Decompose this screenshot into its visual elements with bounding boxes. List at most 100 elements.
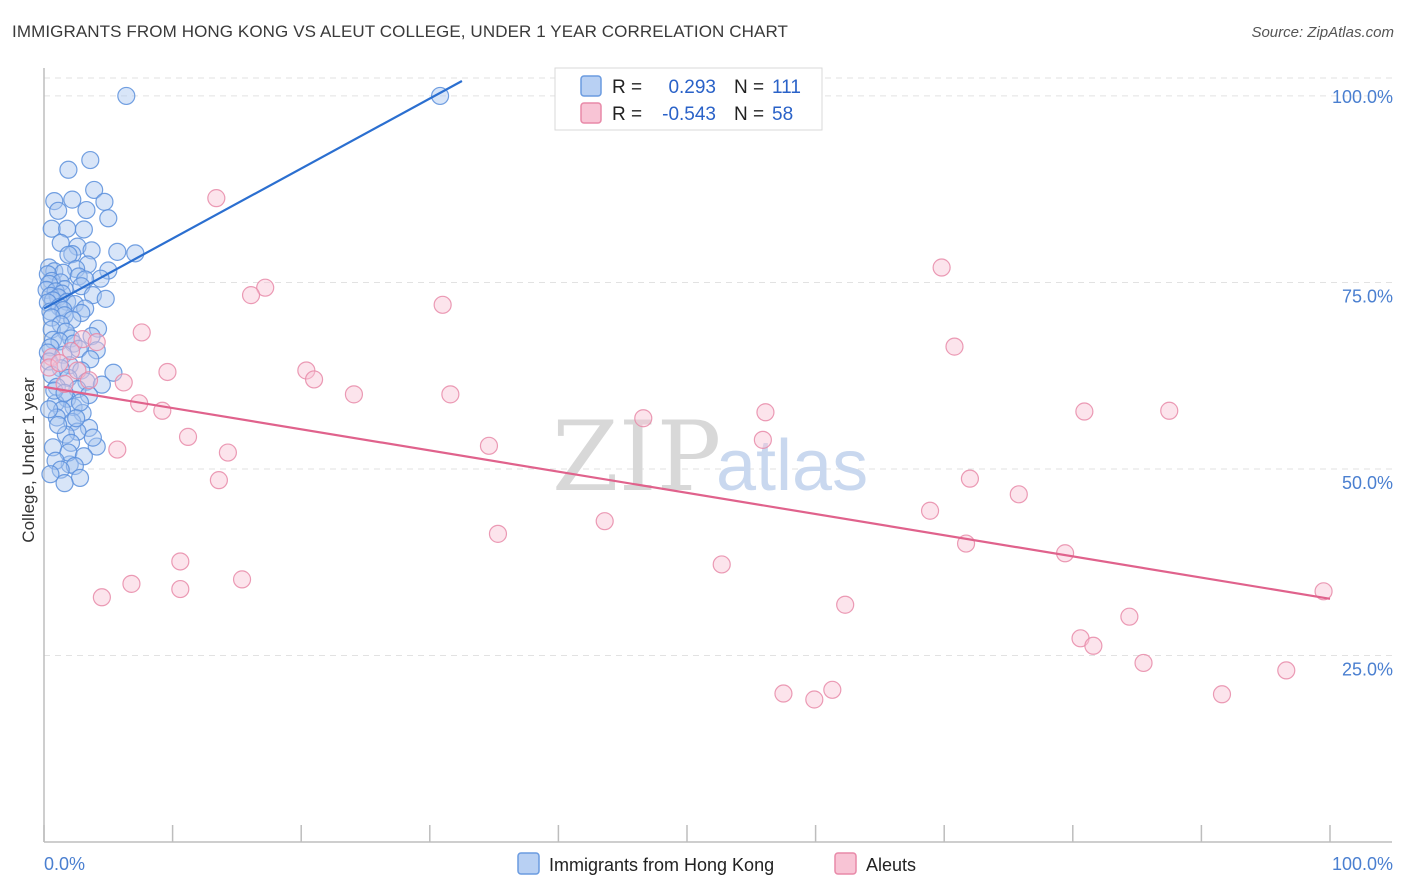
- point-aleuts: [232, 570, 252, 589]
- point-aleuts: [836, 595, 855, 614]
- point-aleuts: [92, 588, 111, 607]
- point-aleuts: [171, 552, 190, 571]
- point-aleuts: [122, 574, 141, 593]
- point-hong-kong: [70, 393, 90, 412]
- y-tick-label: 100.0%: [1332, 87, 1393, 107]
- point-hong-kong: [50, 332, 69, 351]
- point-hong-kong: [70, 468, 90, 488]
- point-hong-kong: [46, 451, 65, 470]
- bottom-legend-label-aleuts: Aleuts: [866, 855, 916, 875]
- point-aleuts: [79, 371, 99, 390]
- point-hong-kong: [67, 409, 86, 428]
- legend-n-value: 58: [772, 104, 793, 125]
- point-hong-kong: [59, 245, 78, 264]
- point-aleuts: [805, 690, 824, 709]
- legend-r-label: R =: [612, 104, 642, 125]
- point-hong-kong: [99, 209, 118, 228]
- point-aleuts: [1084, 636, 1103, 655]
- legend-r-value: 0.293: [668, 77, 716, 98]
- point-aleuts: [218, 443, 237, 462]
- point-hong-kong: [45, 192, 64, 211]
- point-aleuts: [932, 258, 951, 277]
- point-aleuts: [1075, 402, 1094, 421]
- bottom-legend: Immigrants from Hong Kong Aleuts: [517, 852, 916, 875]
- point-aleuts: [479, 436, 499, 455]
- tick-labels: 0.0% 100.0% 25.0% 50.0% 75.0% 100.0%: [44, 87, 1393, 874]
- point-hong-kong: [117, 86, 136, 106]
- point-aleuts: [344, 385, 364, 404]
- point-aleuts: [108, 440, 127, 459]
- trend-lines: [43, 80, 1331, 600]
- point-aleuts: [488, 524, 508, 543]
- point-hong-kong: [74, 220, 93, 239]
- point-hong-kong: [79, 418, 99, 438]
- point-hong-kong: [88, 319, 108, 338]
- bottom-legend-label-hong-kong: Immigrants from Hong Kong: [549, 855, 774, 875]
- point-hong-kong: [82, 241, 101, 260]
- point-aleuts: [87, 333, 106, 352]
- point-aleuts: [1160, 401, 1179, 420]
- bottom-legend-swatch-aleuts: [834, 852, 857, 875]
- point-aleuts: [712, 555, 731, 574]
- y-tick-label: 25.0%: [1342, 659, 1393, 679]
- point-aleuts: [207, 189, 226, 208]
- point-hong-kong: [83, 428, 102, 447]
- x-tick-label: 100.0%: [1332, 854, 1393, 874]
- legend-n-label: N =: [734, 77, 764, 98]
- point-aleuts: [171, 579, 190, 599]
- point-hong-kong: [96, 289, 115, 308]
- point-aleuts: [1314, 582, 1333, 601]
- scatter-points: [37, 86, 1333, 709]
- chart-title: IMMIGRANTS FROM HONG KONG VS ALEUT COLLE…: [12, 22, 788, 41]
- axes: [43, 68, 1392, 843]
- point-hong-kong: [95, 192, 114, 211]
- point-hong-kong: [65, 294, 84, 314]
- chart-source: Source: ZipAtlas.com: [1251, 24, 1394, 41]
- point-hong-kong: [77, 200, 96, 220]
- point-aleuts: [61, 341, 81, 361]
- point-hong-kong: [42, 219, 61, 238]
- point-aleuts: [1120, 607, 1139, 626]
- legend-row-aleuts: R = -0.543 N = 58: [580, 102, 793, 125]
- point-hong-kong: [68, 422, 87, 441]
- legend-n-value: 111: [772, 77, 801, 98]
- point-aleuts: [945, 337, 964, 356]
- y-tick-label: 50.0%: [1342, 473, 1393, 493]
- point-aleuts: [774, 684, 793, 703]
- point-aleuts: [823, 680, 842, 699]
- point-hong-kong: [55, 474, 74, 493]
- point-hong-kong: [85, 180, 104, 200]
- point-aleuts: [960, 469, 980, 488]
- point-aleuts: [256, 278, 275, 297]
- x-tick-label: 0.0%: [44, 854, 85, 874]
- point-aleuts: [158, 362, 177, 382]
- point-aleuts: [73, 330, 92, 349]
- point-aleuts: [756, 403, 775, 422]
- y-axis-label: College, Under 1 year: [19, 377, 38, 543]
- y-tick-label: 75.0%: [1342, 286, 1393, 306]
- point-aleuts: [634, 409, 653, 428]
- point-aleuts: [433, 295, 452, 314]
- point-aleuts: [55, 374, 74, 394]
- point-hong-kong: [40, 400, 59, 419]
- legend-r-value: -0.543: [662, 104, 716, 125]
- point-aleuts: [1009, 485, 1028, 504]
- point-aleuts: [178, 427, 198, 446]
- legend-n-label: N =: [734, 104, 764, 125]
- point-aleuts: [50, 353, 69, 373]
- point-aleuts: [209, 471, 228, 490]
- point-aleuts: [1134, 653, 1153, 673]
- point-hong-kong: [49, 415, 68, 435]
- point-hong-kong: [65, 456, 84, 476]
- point-hong-kong: [49, 201, 68, 220]
- point-aleuts: [1277, 661, 1296, 680]
- point-hong-kong: [59, 160, 78, 179]
- legend-row-hong-kong: R = 0.293 N = 111: [580, 75, 801, 98]
- point-hong-kong: [41, 465, 60, 484]
- point-hong-kong: [108, 242, 127, 261]
- point-hong-kong: [87, 437, 106, 456]
- point-aleuts: [241, 286, 261, 305]
- point-aleuts: [132, 323, 151, 342]
- point-aleuts: [304, 370, 324, 389]
- point-aleuts: [1212, 685, 1232, 704]
